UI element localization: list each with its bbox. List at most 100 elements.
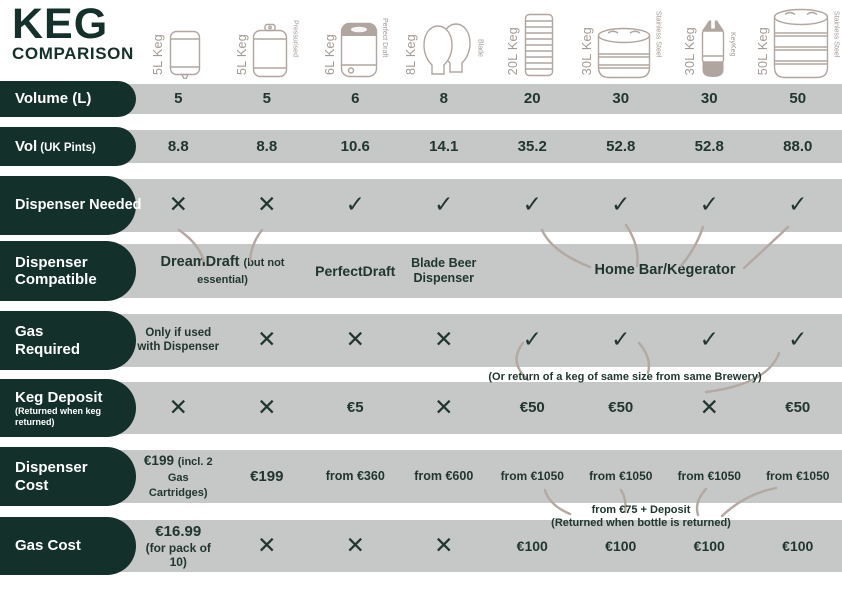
cell-needed-3: ✓ xyxy=(345,192,365,218)
cell-gas-cost-2: ✕ xyxy=(257,532,277,559)
column-label: 30L Keg xyxy=(580,26,595,75)
row-header-dispenser-compatible: Dispenser Compatible xyxy=(0,241,136,301)
cell-cost-4: from €600 xyxy=(414,469,474,484)
compatible-text: DreamDraft xyxy=(160,253,240,270)
cell-cost-1: €199 (incl. 2 Gas Cartridges) xyxy=(134,450,223,503)
column-label: 6L Keg xyxy=(322,34,337,75)
column-label: 5L Keg xyxy=(151,34,166,75)
cell-deposit-5: €50 xyxy=(519,399,545,417)
cell-compatible-blade: Blade Beer Dispenser xyxy=(411,256,477,285)
column-sublabel: Blade xyxy=(476,39,484,57)
column-header-5l-pressurised: 5L Keg Pressurised xyxy=(223,0,312,82)
cost-value: €199 xyxy=(143,452,174,468)
cell-gas-required-3: ✕ xyxy=(345,327,365,353)
row-label-small: (UK Pints) xyxy=(40,141,96,154)
title-main: KEG xyxy=(12,0,109,48)
row-label-line1: Gas xyxy=(15,323,44,341)
mini-keg-icon xyxy=(170,30,201,79)
row-header-dispenser-cost: Dispenser Cost xyxy=(0,447,136,506)
row-label-small: (Returned when keg returned) xyxy=(15,405,102,427)
cell-cost-5: from €1050 xyxy=(500,469,564,484)
cell-volume-1: 5 xyxy=(174,90,183,108)
row-label-line2: Required xyxy=(15,340,81,358)
row-band xyxy=(0,520,842,572)
column-header-8l: 8L Keg Blade xyxy=(400,0,489,82)
cell-gas-required-8: ✓ xyxy=(788,327,808,353)
column-header-50l: 50L Keg Stainless Steel xyxy=(754,0,842,82)
page-title: KEG COMPARISON xyxy=(12,0,134,64)
row-volume: 5 5 6 8 20 30 30 50 Volume (L) xyxy=(0,81,842,117)
cell-compatible-homebar: Home Bar/Kegerator xyxy=(594,262,736,279)
row-header-pints: Vol (UK Pints) xyxy=(0,127,136,166)
cell-needed-2: ✕ xyxy=(257,192,277,218)
cell-volume-2: 5 xyxy=(262,90,271,108)
cell-needed-7: ✓ xyxy=(699,192,719,218)
column-sublabel: Perfect Draft xyxy=(380,17,388,57)
cell-volume-3: 6 xyxy=(351,90,360,108)
cell-gas-cost-8: €100 xyxy=(782,537,814,554)
cell-deposit-3: €5 xyxy=(346,399,364,417)
cell-cost-6: from €1050 xyxy=(589,469,653,484)
cell-pints-1: 8.8 xyxy=(167,137,189,155)
cell-needed-5: ✓ xyxy=(522,192,542,218)
row-band xyxy=(0,84,842,114)
cell-deposit-4: ✕ xyxy=(434,394,454,421)
column-label: 50L Keg xyxy=(756,26,771,75)
column-header-30l-steel: 30L Keg Stainless Steel xyxy=(577,0,666,82)
cell-needed-4: ✓ xyxy=(434,192,454,218)
row-dispenser-cost: €199 (incl. 2 Gas Cartridges) €199 from … xyxy=(0,447,842,506)
cell-cost-7: from €1050 xyxy=(677,469,741,484)
cell-pints-4: 14.1 xyxy=(429,137,459,155)
cell-volume-7: 30 xyxy=(700,90,718,108)
cell-gas-cost-4: ✕ xyxy=(434,532,454,559)
cell-compatible-dreamdraft: DreamDraft (but not essential) xyxy=(134,244,311,298)
row-label: Volume (L) xyxy=(15,90,92,108)
cell-pints-5: 35.2 xyxy=(517,137,547,155)
pressurised-keg-icon xyxy=(253,23,288,78)
column-sublabel: Stainless Steel xyxy=(832,10,840,57)
deposit-note: (Or return of a keg of same size from sa… xyxy=(488,371,762,383)
cell-pints-6: 52.8 xyxy=(606,137,636,155)
row-header-keg-deposit: Keg Deposit (Returned when keg returned) xyxy=(0,379,136,437)
cell-volume-4: 8 xyxy=(439,90,448,108)
row-label: Vol xyxy=(15,137,38,155)
column-sublabel: Stainless Steel xyxy=(654,10,662,57)
cell-deposit-8: €50 xyxy=(785,399,811,417)
row-label: Gas Cost xyxy=(15,537,81,555)
cell-volume-6: 30 xyxy=(612,90,630,108)
column-label: 5L Keg xyxy=(235,34,250,75)
row-label: Dispenser Needed xyxy=(15,197,142,214)
cell-gas-required-4: ✕ xyxy=(434,327,454,353)
cell-gas-cost-1: €16.99 (for pack of 10) xyxy=(134,520,223,572)
column-sublabel: Pressurised xyxy=(291,20,299,57)
row-label-line2: Cost xyxy=(15,476,49,494)
column-header-30l-keykeg: 30L Keg KeyKeg xyxy=(665,0,754,82)
cell-pints-8: 88.0 xyxy=(783,137,813,155)
cell-gas-cost-7: €100 xyxy=(693,537,725,554)
cell-gas-required-5: ✓ xyxy=(522,327,542,353)
cell-gas-required-6: ✓ xyxy=(611,327,631,353)
row-dispenser-needed: ✕ ✕ ✓ ✓ ✓ ✓ ✓ ✓ Dispenser Needed xyxy=(0,176,842,235)
cost-note: (incl. 2 Gas Cartridges) xyxy=(148,455,213,500)
slim-keg-icon xyxy=(525,13,554,77)
cell-deposit-7: ✕ xyxy=(699,394,719,421)
row-gas-required: Only if used with Dispenser ✕ ✕ ✕ ✓ ✓ ✓ … xyxy=(0,311,842,370)
cell-cost-8: from €1050 xyxy=(766,469,830,484)
row-band xyxy=(0,382,842,434)
cell-deposit-6: €50 xyxy=(608,399,634,417)
gas-cost-note: (for pack of 10) xyxy=(145,540,211,569)
gas-note-line2: (Returned when bottle is returned) xyxy=(551,516,731,529)
cell-gas-cost-3: ✕ xyxy=(345,532,365,559)
row-label-line1: Dispenser xyxy=(15,253,88,271)
perfectdraft-keg-icon xyxy=(340,22,377,78)
stainless-keg-icon xyxy=(598,27,651,79)
row-header-gas-required: Gas Required xyxy=(0,311,136,370)
stainless-keg-tall-icon xyxy=(774,8,829,79)
blade-keg-icon xyxy=(423,23,471,75)
row-dispenser-compatible: DreamDraft (but not essential) PerfectDr… xyxy=(0,241,842,301)
row-label: Keg Deposit xyxy=(15,388,103,406)
cell-needed-1: ✕ xyxy=(168,192,188,218)
cell-deposit-1: ✕ xyxy=(168,394,188,421)
row-header-gas-cost: Gas Cost xyxy=(0,517,136,575)
